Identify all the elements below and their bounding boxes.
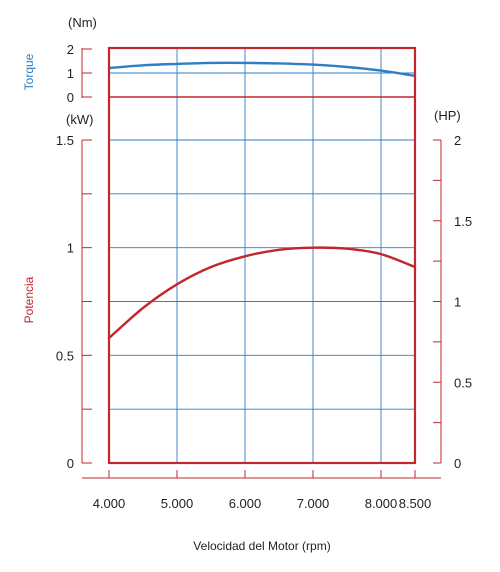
- grid-lines: [109, 48, 415, 463]
- power-tick-label: 1: [67, 241, 74, 256]
- axis-ticks: [81, 48, 442, 479]
- x-tick-label: 5.000: [161, 496, 194, 511]
- power-curve: [107, 246, 417, 340]
- power-tick-label: 0: [67, 456, 74, 471]
- torque-tick-label: 2: [67, 42, 74, 57]
- torque-tick-label: 1: [67, 66, 74, 81]
- torque-axis-title: Torque: [22, 53, 36, 90]
- x-axis-title: Velocidad del Motor (rpm): [193, 539, 330, 553]
- hp-tick-label: 1: [454, 295, 461, 310]
- power-unit-label: (kW): [66, 112, 93, 127]
- hp-tick-label: 0: [454, 456, 461, 471]
- torque-unit-label: (Nm): [68, 15, 97, 30]
- series-lines: [107, 61, 417, 340]
- x-tick-label: 4.000: [93, 496, 126, 511]
- power-tick-label: 0.5: [56, 348, 74, 363]
- hp-tick-label: 1.5: [454, 214, 472, 229]
- plot-frame: [107, 46, 417, 465]
- torque-tick-label: 0: [67, 90, 74, 105]
- hp-tick-label: 2: [454, 133, 461, 148]
- x-tick-label: 7.000: [297, 496, 330, 511]
- x-tick-label: 8.000: [365, 496, 398, 511]
- hp-tick-label: 0.5: [454, 375, 472, 390]
- x-tick-label: 8.500: [399, 496, 432, 511]
- tick-labels: 0 1 2 0 0.5 1 1.5 0 0.5 1 1.5 2 4.000 5.000 6.000 7.000…: [56, 42, 472, 511]
- x-tick-label: 6.000: [229, 496, 262, 511]
- hp-unit-label: (HP): [434, 108, 461, 123]
- power-axis-title: Potencia: [22, 276, 36, 323]
- torque-curve: [107, 61, 417, 78]
- power-tick-label: 1.5: [56, 133, 74, 148]
